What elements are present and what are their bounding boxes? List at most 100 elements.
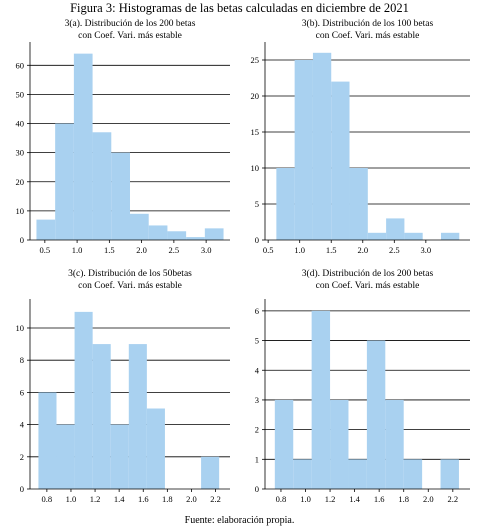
x-tick-label: 2.0 [423,494,434,504]
histogram-bar [311,310,331,489]
histogram-bar [36,219,56,240]
histogram-bar [56,424,75,489]
y-tick-label: 0 [20,484,24,494]
chart-title: 3(c). Distribución de los 50betas [68,268,192,279]
figure-title: Figura 3: Histogramas de las betas calcu… [70,1,409,15]
histogram-bar [385,399,404,489]
y-tick-label: 1 [255,454,259,464]
histogram-bar [74,311,93,489]
y-tick-label: 5 [255,336,259,346]
x-tick-label: 1.4 [114,494,125,504]
histogram-bar [110,424,129,489]
y-tick-label: 3 [255,395,259,405]
y-tick-label: 0 [255,235,259,245]
y-tick-label: 5 [255,199,259,209]
x-tick-label: 2.2 [448,494,459,504]
x-tick-label: 2.0 [357,245,368,255]
chart-subtitle: con Coef. Vari. más estable [316,280,420,291]
y-tick-label: 50 [16,89,25,99]
histogram-bar [130,213,149,240]
x-tick-label: 1.6 [374,494,385,504]
y-tick-label: 10 [16,323,25,333]
y-tick-label: 30 [16,148,25,158]
x-tick-label: 0.8 [276,494,287,504]
y-tick-label: 25 [251,55,260,65]
histogram-bar [312,52,332,240]
y-tick-label: 15 [251,127,260,137]
chart-title: 3(a). Distribución de los 200 betas [65,18,196,29]
histogram-bar [348,459,367,489]
y-tick-label: 40 [16,119,25,129]
y-tick-label: 10 [251,163,260,173]
y-tick-label: 0 [255,484,259,494]
x-tick-label: 1.6 [138,494,149,504]
histogram-bar [92,344,111,489]
histogram-bar [440,232,460,240]
histogram-bar [276,168,295,240]
y-tick-label: 4 [255,365,260,375]
histogram-bar [367,232,387,240]
histogram-bar [366,340,386,489]
x-tick-label: 1.0 [300,494,311,504]
x-tick-label: 2.0 [136,245,147,255]
histogram-bar [167,231,187,240]
x-tick-label: 1.2 [90,494,101,504]
y-tick-label: 8 [20,355,24,365]
figure-source: Fuente: elaboración propia. [184,515,295,526]
histogram-bar [403,459,423,489]
x-tick-label: 1.2 [325,494,336,504]
x-tick-label: 1.8 [162,494,173,504]
histogram-bar [148,225,168,240]
x-tick-label: 3.0 [421,245,432,255]
x-tick-label: 1.0 [66,494,77,504]
y-tick-label: 0 [20,235,24,245]
histogram-bar [204,228,224,240]
x-tick-label: 1.0 [294,245,305,255]
histogram-bar [440,459,459,489]
x-tick-label: 2.5 [169,245,180,255]
histogram-bar [349,168,368,240]
chart-subtitle: con Coef. Vari. más estable [316,30,420,41]
y-tick-label: 2 [20,452,24,462]
histogram-bar [294,60,313,240]
histogram-bar [111,152,130,240]
x-tick-label: 1.4 [349,494,360,504]
y-tick-label: 20 [251,91,260,101]
histogram-bar [38,392,57,489]
x-tick-label: 3.0 [201,245,212,255]
x-tick-label: 0.8 [42,494,53,504]
chart-title: 3(d). Distribución de los 200 betas [302,268,434,279]
x-tick-label: 2.0 [186,494,197,504]
x-tick-label: 0.5 [40,245,51,255]
x-tick-label: 1.0 [72,245,83,255]
y-tick-label: 60 [16,60,25,70]
y-tick-label: 6 [255,306,259,316]
x-tick-label: 1.8 [398,494,409,504]
x-tick-label: 1.5 [104,245,115,255]
histogram-bar [404,232,423,240]
histogram-bar [274,399,294,489]
histogram-bar [293,459,312,489]
histogram-bar [128,344,147,489]
histogram-bar [330,399,349,489]
histogram-bar [201,456,220,489]
chart-subtitle: con Coef. Vari. más estable [78,30,182,41]
x-tick-label: 2.5 [389,245,400,255]
y-tick-label: 20 [16,177,25,187]
x-tick-label: 1.5 [326,245,337,255]
histogram-bar [386,218,405,240]
chart-subtitle: con Coef. Vari. más estable [78,280,182,291]
histogram-bar [186,237,205,240]
histogram-bar [55,123,74,240]
histogram-bar [92,132,112,240]
x-tick-label: 2.2 [210,494,221,504]
y-tick-label: 6 [20,387,24,397]
x-tick-label: 0.5 [263,245,274,255]
chart-title: 3(b). Distribución de los 100 betas [302,18,434,29]
y-tick-label: 4 [20,420,25,430]
